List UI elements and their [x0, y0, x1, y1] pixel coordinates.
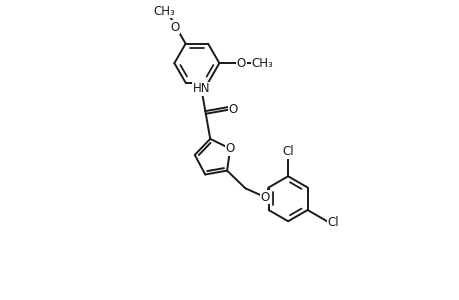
Text: CH₃: CH₃	[153, 5, 175, 18]
Text: O: O	[170, 21, 179, 34]
Text: Cl: Cl	[282, 145, 293, 158]
Text: HN: HN	[192, 82, 210, 95]
Text: O: O	[228, 103, 237, 116]
Text: O: O	[260, 191, 269, 204]
Text: Cl: Cl	[327, 216, 338, 229]
Text: CH₃: CH₃	[251, 57, 272, 70]
Text: O: O	[225, 142, 234, 155]
Text: O: O	[236, 57, 246, 70]
